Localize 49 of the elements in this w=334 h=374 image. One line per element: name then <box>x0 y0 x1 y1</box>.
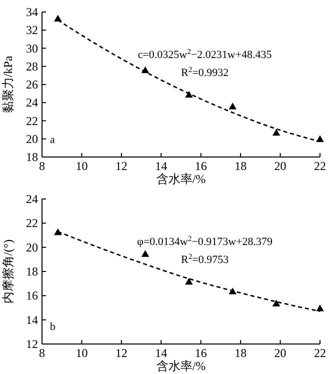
point <box>185 278 193 285</box>
y-tick-label: 20 <box>26 240 38 254</box>
y-tick-label: 28 <box>26 59 38 74</box>
y-tick-label: 24 <box>26 192 38 206</box>
x-tick-label: 18 <box>234 346 247 360</box>
point <box>228 102 237 110</box>
y-tick-label: 18 <box>26 150 38 164</box>
x-tick-label: 16 <box>194 346 207 360</box>
x-tick-label: 12 <box>115 346 128 360</box>
x-tick-label: 14 <box>155 346 168 360</box>
y-tick-label: 20 <box>26 132 38 146</box>
x-tick-label: 8 <box>39 346 45 360</box>
x-tick-label: 14 <box>155 159 168 173</box>
point <box>272 300 280 306</box>
x-tick-label: 20 <box>274 159 286 173</box>
point <box>228 288 237 294</box>
y-tick-label: 34 <box>26 5 38 19</box>
x-tick-label: 22 <box>314 159 326 173</box>
y-tick-label: 26 <box>26 78 38 92</box>
x-tick-label: 18 <box>234 159 247 173</box>
annotation: b <box>50 321 56 333</box>
point <box>141 250 150 257</box>
annotation: a <box>50 134 55 146</box>
x-tick-label: 10 <box>76 346 88 360</box>
x-tick-label: 16 <box>194 159 207 173</box>
x-tick-label: 12 <box>115 159 128 173</box>
x-tick-label: 8 <box>39 159 45 173</box>
y-tick-label: 32 <box>26 23 38 38</box>
y-tick-label: 16 <box>26 288 38 303</box>
annotation: φ=0.0134w$^{2}$−0.9173w+28.379 <box>137 234 274 248</box>
y-axis-title: 黏聚力/kPa <box>1 55 15 114</box>
y-tick-label: 22 <box>26 216 38 230</box>
point <box>272 128 280 136</box>
x-axis-title: 含水率/% <box>156 172 206 186</box>
point <box>316 304 324 312</box>
y-tick-label: 24 <box>26 96 38 110</box>
y-tick-label: 22 <box>26 114 38 128</box>
annotation: R$^{2}$=0.9932 <box>181 64 229 79</box>
y-tick-label: 30 <box>26 41 38 56</box>
x-tick-label: 20 <box>274 346 286 360</box>
x-axis-title: 含水率/% <box>156 359 206 373</box>
x-tick-label: 22 <box>314 346 326 360</box>
y-tick-label: 14 <box>26 312 38 327</box>
y-tick-label: 12 <box>26 337 38 351</box>
y-axis-title: 内摩擦角/(°) <box>1 239 15 304</box>
y-tick-label: 18 <box>26 264 38 278</box>
annotation: R$^{2}$=0.9753 <box>181 252 230 266</box>
x-tick-label: 10 <box>76 159 88 173</box>
annotation: c=0.0325w$^{2}$−2.0231w+48.435 <box>138 46 272 61</box>
